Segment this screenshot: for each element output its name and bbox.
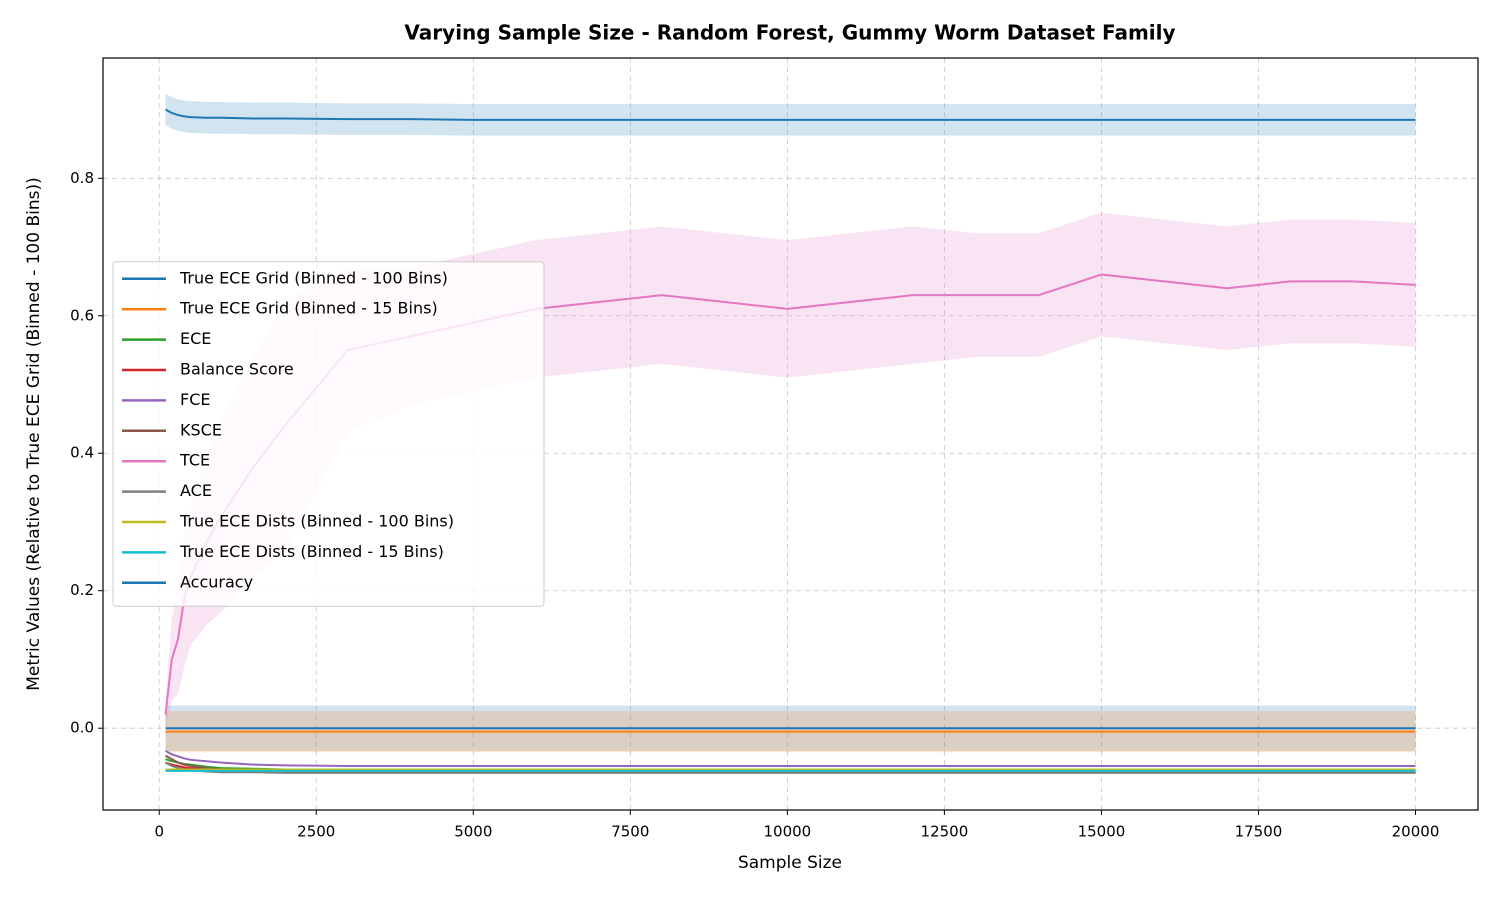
legend-label: True ECE Grid (Binned - 15 Bins) — [179, 299, 438, 318]
plot-frame — [102, 57, 1479, 811]
x-tick-label: 2500 — [297, 823, 335, 841]
x-tick-label: 15000 — [1078, 823, 1126, 841]
x-tick-label: 17500 — [1235, 823, 1283, 841]
legend-label: True ECE Grid (Binned - 100 Bins) — [179, 268, 448, 287]
line — [165, 758, 1416, 771]
x-tick-label: 0 — [154, 823, 164, 841]
legend-label: True ECE Dists (Binned - 15 Bins) — [179, 542, 444, 561]
x-tick-label: 10000 — [763, 823, 811, 841]
legend-label: Balance Score — [180, 360, 294, 379]
y-tick-label: 0.0 — [70, 719, 94, 737]
chart-title: Varying Sample Size - Random Forest, Gum… — [404, 21, 1175, 45]
legend: True ECE Grid (Binned - 100 Bins) True EC… — [112, 261, 545, 607]
x-tick-label: 5000 — [454, 823, 492, 841]
legend-label: True ECE Dists (Binned - 100 Bins) — [179, 512, 454, 531]
x-axis-label: Sample Size — [738, 853, 842, 873]
error-band — [165, 93, 1416, 136]
legend-box — [112, 261, 545, 607]
y-tick-label: 0.2 — [70, 581, 94, 599]
legend-label: TCE — [179, 451, 210, 470]
y-tick-label: 0.8 — [70, 169, 94, 187]
y-axis-label: Metric Values (Relative to True ECE Grid… — [24, 177, 44, 691]
legend-label: FCE — [180, 390, 210, 409]
legend-label: ACE — [180, 481, 212, 500]
y-tick-label: 0.4 — [70, 444, 94, 462]
legend-label: KSCE — [180, 420, 222, 439]
x-tick-label: 7500 — [611, 823, 649, 841]
legend-label: Accuracy — [180, 572, 253, 591]
legend-label: ECE — [180, 329, 211, 348]
y-tick-label: 0.6 — [70, 306, 94, 324]
line — [165, 108, 1416, 121]
line — [165, 750, 1416, 768]
x-tick-label: 20000 — [1392, 823, 1440, 841]
x-tick-label: 12500 — [921, 823, 969, 841]
